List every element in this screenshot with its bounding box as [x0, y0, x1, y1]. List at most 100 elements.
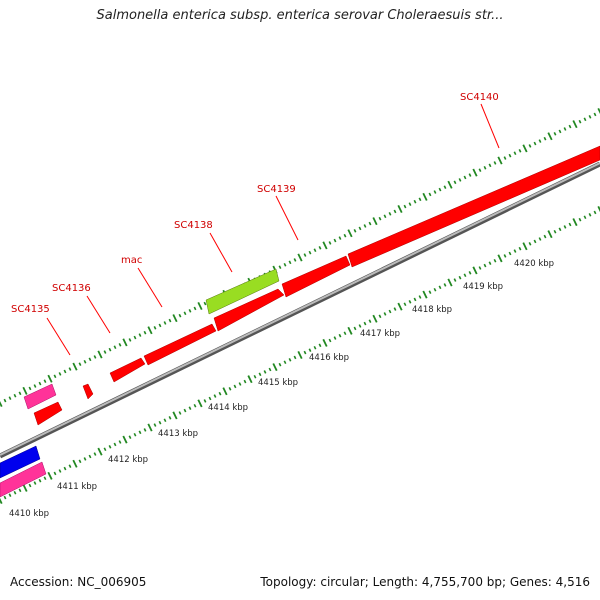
- gene-label[interactable]: SC4140: [460, 92, 499, 103]
- tick-mark: [58, 372, 62, 376]
- tick-mark: [103, 447, 107, 452]
- tick-mark: [83, 457, 87, 461]
- tick-mark: [13, 393, 17, 398]
- gene-feature-highlight[interactable]: [205, 268, 280, 315]
- tick-mark: [233, 384, 237, 389]
- scale-label: 4415 kbp: [258, 378, 298, 388]
- tick-mark: [93, 452, 97, 456]
- gene-feature[interactable]: [109, 357, 146, 383]
- gene-feature[interactable]: [33, 401, 63, 426]
- tick-mark: [158, 323, 162, 328]
- gene-feature[interactable]: [143, 323, 217, 366]
- tick-mark: [588, 115, 592, 119]
- tick-mark: [308, 250, 312, 255]
- tick-mark: [203, 301, 207, 306]
- tick-mark: [493, 161, 497, 165]
- tick-mark: [197, 399, 203, 408]
- tick-mark: [378, 216, 382, 221]
- gene-label[interactable]: SC4139: [257, 184, 296, 195]
- gene-feature[interactable]: [0, 445, 41, 479]
- tick-mark: [283, 360, 287, 365]
- gene-feature[interactable]: [347, 145, 600, 268]
- gene-feature[interactable]: [0, 461, 47, 498]
- tick-mark: [153, 423, 157, 427]
- tick-mark: [458, 275, 462, 280]
- tick-mark: [338, 333, 342, 338]
- tick-mark: [568, 222, 572, 227]
- tick-mark: [578, 217, 582, 222]
- tick-mark: [443, 283, 447, 287]
- scale-label: 4414 kbp: [208, 403, 248, 413]
- tick-mark: [118, 440, 122, 444]
- tick-mark: [538, 237, 542, 241]
- tick-mark: [68, 367, 72, 371]
- tick-mark: [558, 227, 562, 232]
- tick-mark: [143, 428, 147, 432]
- tick-mark: [53, 374, 57, 379]
- gene-label[interactable]: mac: [121, 255, 142, 266]
- tick-mark: [297, 253, 303, 262]
- tick-mark: [468, 271, 472, 275]
- tick-mark: [38, 381, 42, 386]
- tick-mark: [533, 239, 537, 244]
- tick-mark: [243, 379, 247, 384]
- tick-mark: [28, 386, 32, 391]
- gene-feature[interactable]: [213, 288, 285, 332]
- tick-mark: [563, 225, 567, 229]
- tick-mark: [322, 241, 328, 250]
- tick-mark: [97, 447, 103, 456]
- tick-mark: [508, 251, 512, 256]
- tick-mark: [158, 420, 162, 425]
- tick-mark: [53, 471, 57, 476]
- tick-mark: [408, 202, 412, 206]
- tick-mark: [383, 312, 387, 316]
- gene-label[interactable]: SC4135: [11, 304, 50, 315]
- tick-mark: [563, 127, 567, 131]
- tick-mark: [358, 324, 362, 328]
- tick-mark: [108, 347, 112, 352]
- tick-mark: [358, 226, 362, 231]
- tick-mark: [333, 336, 337, 340]
- tick-mark: [163, 418, 167, 423]
- tick-mark: [583, 215, 587, 220]
- gene-feature[interactable]: [23, 383, 57, 410]
- tick-mark: [368, 221, 372, 226]
- tick-mark: [547, 132, 553, 141]
- tick-mark: [313, 248, 317, 253]
- gene-label[interactable]: SC4136: [52, 283, 91, 294]
- tick-mark: [108, 445, 112, 449]
- gene-feature[interactable]: [281, 255, 351, 298]
- tick-mark: [188, 309, 192, 313]
- tick-mark: [488, 261, 492, 265]
- tick-mark: [518, 149, 522, 153]
- tick-mark: [97, 350, 103, 359]
- tick-mark: [353, 326, 357, 331]
- tick-mark: [578, 119, 582, 124]
- tick-mark: [47, 374, 53, 383]
- forward-strand-genes: [33, 145, 600, 426]
- tick-mark: [163, 321, 167, 325]
- tick-mark: [393, 307, 397, 311]
- tick-mark: [513, 151, 517, 156]
- tick-mark: [318, 246, 322, 250]
- tick-mark: [483, 263, 487, 268]
- tick-mark: [447, 180, 453, 189]
- tick-mark: [247, 375, 253, 384]
- tick-mark: [422, 290, 428, 299]
- tick-mark: [338, 236, 342, 240]
- gene-feature[interactable]: [82, 383, 94, 400]
- tick-mark: [183, 311, 187, 316]
- tick-mark: [343, 331, 347, 336]
- scale-label: 4418 kbp: [412, 305, 452, 315]
- tick-mark: [478, 266, 482, 270]
- tick-mark: [193, 403, 197, 408]
- tick-mark: [478, 168, 482, 172]
- tick-mark: [528, 144, 532, 148]
- tick-mark: [493, 258, 497, 263]
- gene-label[interactable]: SC4138: [174, 220, 213, 231]
- tick-mark: [133, 335, 137, 340]
- tick-mark: [3, 398, 7, 403]
- tick-mark: [0, 497, 3, 504]
- tick-mark: [113, 442, 117, 447]
